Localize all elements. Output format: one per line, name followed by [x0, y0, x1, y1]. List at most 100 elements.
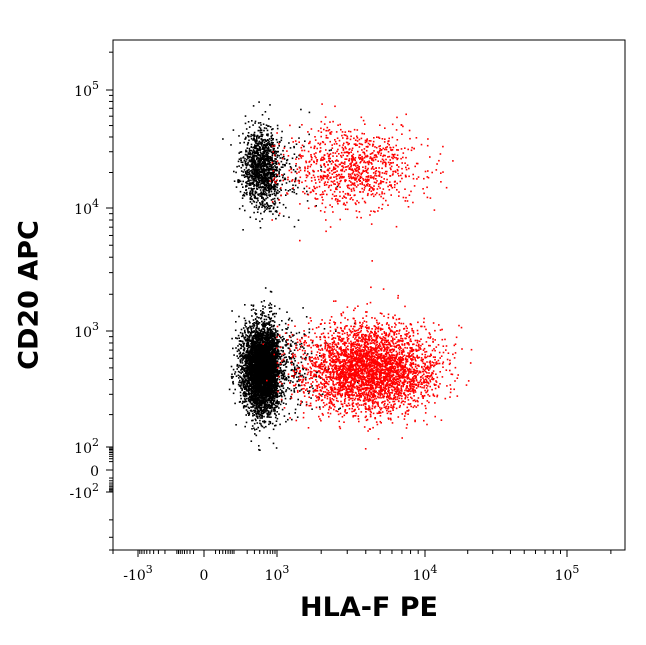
data-point [259, 161, 262, 163]
data-point [279, 423, 281, 426]
data-point [290, 395, 292, 398]
data-point [259, 417, 261, 419]
data-point [258, 329, 261, 331]
data-point [256, 405, 258, 407]
data-point [251, 163, 253, 166]
data-point [273, 321, 276, 323]
data-point [246, 191, 248, 194]
data-point [270, 168, 273, 171]
data-point [254, 120, 257, 123]
data-point [249, 376, 252, 379]
data-point [277, 162, 280, 164]
data-point [268, 399, 270, 402]
data-point [276, 156, 279, 158]
data-point [256, 324, 258, 326]
data-point [254, 146, 257, 148]
data-point [257, 208, 259, 211]
data-point [293, 388, 295, 390]
data-point [278, 214, 280, 217]
data-point [238, 181, 240, 183]
data-point [263, 341, 265, 343]
data-point [248, 147, 251, 150]
data-point [273, 203, 275, 205]
data-point [258, 180, 261, 183]
data-point [267, 187, 269, 189]
data-point [315, 376, 318, 378]
data-point [255, 204, 258, 207]
data-point [247, 344, 250, 347]
data-point [235, 186, 238, 188]
data-point [241, 161, 244, 164]
data-point [255, 398, 258, 400]
data-point [244, 122, 247, 125]
data-point [268, 336, 271, 338]
data-point [239, 394, 242, 397]
data-point [273, 365, 275, 367]
data-point [252, 354, 255, 356]
data-point [246, 171, 249, 173]
data-point [274, 334, 276, 336]
data-point [274, 391, 276, 393]
data-point [248, 407, 251, 409]
data-point [266, 129, 269, 132]
data-point [238, 349, 240, 352]
data-point [256, 157, 259, 159]
data-point [257, 160, 259, 163]
data-point [275, 168, 278, 171]
data-point [288, 216, 290, 219]
data-point [258, 172, 260, 174]
data-point [258, 137, 260, 139]
data-point [276, 379, 278, 381]
data-point [281, 361, 284, 363]
data-point [251, 120, 253, 122]
data-point [251, 339, 254, 342]
data-point [277, 147, 279, 149]
data-point [270, 188, 272, 191]
data-point [253, 211, 255, 214]
data-point [257, 401, 259, 404]
data-point [240, 166, 243, 169]
data-point [274, 373, 276, 376]
data-point [257, 164, 260, 166]
data-point [274, 165, 276, 167]
data-point [250, 328, 253, 331]
data-point [285, 162, 288, 164]
data-point [270, 163, 272, 166]
data-point [267, 157, 269, 159]
data-point [263, 404, 266, 407]
data-point [258, 322, 261, 324]
data-point [253, 154, 256, 157]
data-point [253, 194, 256, 196]
data-point [288, 352, 291, 354]
data-point [270, 399, 273, 402]
data-point [302, 307, 304, 309]
data-point [249, 155, 251, 158]
data-point [279, 188, 282, 190]
data-point [243, 336, 245, 339]
data-point [269, 104, 271, 106]
data-point [259, 396, 262, 399]
data-point [248, 152, 251, 155]
data-point [240, 381, 243, 384]
data-point [269, 195, 271, 197]
data-point [253, 178, 255, 181]
data-point [266, 153, 269, 156]
data-point [254, 356, 257, 359]
data-point [239, 375, 241, 378]
data-point [240, 170, 243, 172]
data-point [278, 339, 280, 341]
data-point [259, 176, 262, 179]
data-point [276, 349, 279, 352]
data-point [273, 197, 276, 200]
data-point [242, 180, 244, 183]
data-point [277, 183, 279, 185]
data-point [244, 163, 247, 166]
data-point [260, 313, 262, 316]
data-point [283, 356, 286, 359]
data-point [254, 164, 256, 166]
data-point [261, 175, 264, 178]
data-point [267, 166, 269, 169]
data-point [255, 407, 257, 410]
data-point [245, 192, 247, 195]
data-point [278, 171, 280, 174]
